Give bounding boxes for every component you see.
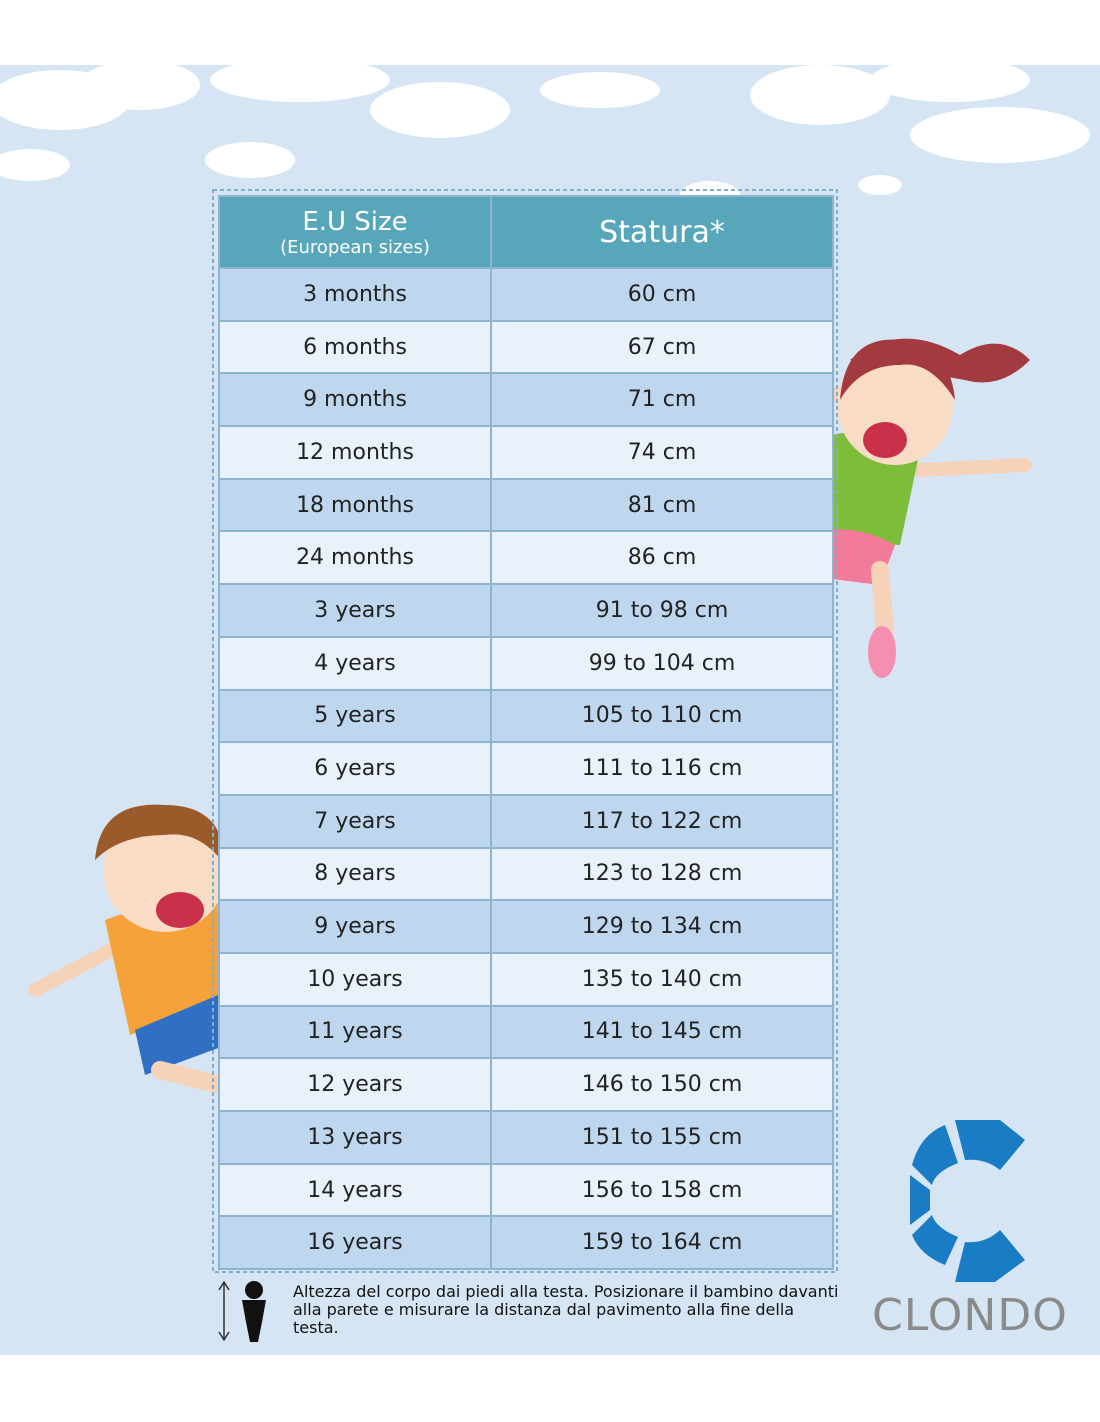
table-frame bbox=[212, 189, 838, 1273]
height-cell: 129 to 134 cm bbox=[490, 899, 834, 954]
height-cell: 156 to 158 cm bbox=[490, 1162, 834, 1218]
height-cell: 71 cm bbox=[490, 372, 834, 428]
table-row: 4 years 99 to 104 cm bbox=[218, 635, 834, 691]
size-cell: 10 years bbox=[218, 951, 492, 1007]
logo-text: CLONDO bbox=[872, 1290, 1068, 1341]
table-row: 9 months 71 cm bbox=[218, 372, 834, 428]
height-cell: 105 to 110 cm bbox=[490, 688, 834, 744]
height-cell: 91 to 98 cm bbox=[490, 583, 834, 638]
table-row: 10 years 135 to 140 cm bbox=[218, 951, 834, 1007]
table-row: 8 years 123 to 128 cm bbox=[218, 846, 834, 902]
size-header: E.U Size (European sizes) bbox=[218, 195, 492, 269]
table-row: 3 years 91 to 98 cm bbox=[218, 583, 834, 638]
size-cell: 18 months bbox=[218, 477, 492, 533]
height-cell: 74 cm bbox=[490, 425, 834, 480]
size-cell: 12 years bbox=[218, 1057, 492, 1112]
table-row: 24 months 86 cm bbox=[218, 530, 834, 586]
table-row: 12 months 74 cm bbox=[218, 425, 834, 480]
size-cell: 3 years bbox=[218, 583, 492, 638]
height-cell: 99 to 104 cm bbox=[490, 635, 834, 691]
size-cell: 14 years bbox=[218, 1162, 492, 1218]
table-row: 9 years 129 to 134 cm bbox=[218, 899, 834, 954]
height-cell: 146 to 150 cm bbox=[490, 1057, 834, 1112]
size-cell: 11 years bbox=[218, 1004, 492, 1060]
table-body: 3 months 60 cm 6 months 67 cm 9 months 71 cm 1… bbox=[218, 267, 834, 1271]
table-row: 5 years 105 to 110 cm bbox=[218, 688, 834, 744]
size-table: E.U Size (European sizes) Statura* 3 mon… bbox=[218, 195, 834, 1271]
size-cell: 8 years bbox=[218, 846, 492, 902]
header-row: E.U Size (European sizes) Statura* bbox=[218, 195, 834, 269]
size-title: E.U Size bbox=[302, 206, 408, 237]
height-icon bbox=[218, 1280, 266, 1342]
size-cell: 24 months bbox=[218, 530, 492, 586]
size-cell: 7 years bbox=[218, 793, 492, 849]
footnote: Altezza del corpo dai piedi alla testa. … bbox=[293, 1282, 839, 1337]
height-header: Statura* bbox=[490, 195, 834, 269]
table-row: 3 months 60 cm bbox=[218, 267, 834, 322]
table-row: 12 years 146 to 150 cm bbox=[218, 1057, 834, 1112]
bottom-band bbox=[0, 1355, 1100, 1422]
table-row: 11 years 141 to 145 cm bbox=[218, 1004, 834, 1060]
height-cell: 81 cm bbox=[490, 477, 834, 533]
size-cell: 13 years bbox=[218, 1110, 492, 1165]
clouds bbox=[0, 58, 1090, 209]
size-cell: 6 months bbox=[218, 319, 492, 375]
size-cell: 3 months bbox=[218, 267, 492, 322]
table-row: 16 years 159 to 164 cm bbox=[218, 1215, 834, 1271]
size-cell: 4 years bbox=[218, 635, 492, 691]
height-cell: 117 to 122 cm bbox=[490, 793, 834, 849]
size-cell: 9 years bbox=[218, 899, 492, 954]
height-cell: 141 to 145 cm bbox=[490, 1004, 834, 1060]
size-subtitle: (European sizes) bbox=[280, 236, 430, 258]
table-row: 14 years 156 to 158 cm bbox=[218, 1162, 834, 1218]
logo-mark bbox=[910, 1120, 1025, 1282]
height-cell: 151 to 155 cm bbox=[490, 1110, 834, 1165]
table-row: 6 months 67 cm bbox=[218, 319, 834, 375]
size-cell: 5 years bbox=[218, 688, 492, 744]
size-cell: 16 years bbox=[218, 1215, 492, 1271]
size-cell: 12 months bbox=[218, 425, 492, 480]
height-cell: 135 to 140 cm bbox=[490, 951, 834, 1007]
table-row: 18 months 81 cm bbox=[218, 477, 834, 533]
height-cell: 67 cm bbox=[490, 319, 834, 375]
height-cell: 60 cm bbox=[490, 267, 834, 322]
table-row: 13 years 151 to 155 cm bbox=[218, 1110, 834, 1165]
height-cell: 159 to 164 cm bbox=[490, 1215, 834, 1271]
height-cell: 86 cm bbox=[490, 530, 834, 586]
height-cell: 111 to 116 cm bbox=[490, 741, 834, 796]
height-cell: 123 to 128 cm bbox=[490, 846, 834, 902]
table-row: 7 years 117 to 122 cm bbox=[218, 793, 834, 849]
size-cell: 9 months bbox=[218, 372, 492, 428]
table-row: 6 years 111 to 116 cm bbox=[218, 741, 834, 796]
size-cell: 6 years bbox=[218, 741, 492, 796]
